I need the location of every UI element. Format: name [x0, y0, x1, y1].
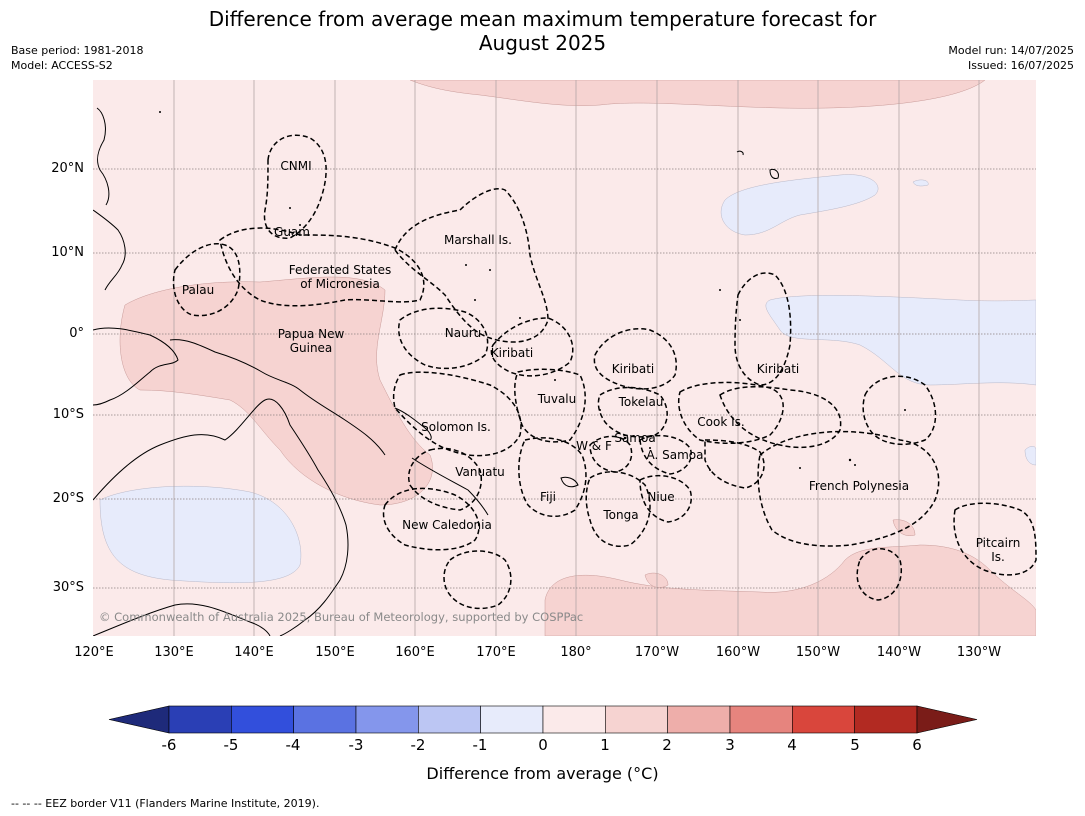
colorbar-tick: 1	[600, 736, 610, 754]
colorbar-arrow-high	[916, 705, 978, 734]
colorbar-tick: -6	[161, 736, 177, 754]
colorbar-tick: 0	[538, 736, 548, 754]
colorbar-title: Difference from average (°C)	[426, 764, 659, 783]
colorbar-segment	[168, 705, 232, 734]
colorbar-segment	[293, 705, 357, 734]
lon-label-150e: 150°E	[315, 645, 355, 660]
lon-label-150w: 150°W	[795, 645, 841, 660]
colorbar-tick: -2	[410, 736, 426, 754]
region-label-american-samoa: A. Samoa	[646, 448, 704, 462]
colorbar-tick: -5	[223, 736, 239, 754]
colorbar-segment	[418, 705, 481, 734]
region-label-tuvalu: Tuvalu	[537, 392, 577, 406]
colorbar-tick: -3	[348, 736, 364, 754]
region-label-nauru: Nauru	[444, 326, 482, 340]
colorbar-segment	[854, 705, 918, 734]
colorbar-segment	[480, 705, 544, 734]
region-label-vanuatu: Vanuatu	[455, 465, 505, 479]
colorbar	[108, 705, 978, 734]
colorbar-tick: -4	[285, 736, 301, 754]
lon-label-140w: 140°W	[876, 645, 922, 660]
region-label-guam: Guam	[274, 225, 310, 239]
lon-label-160w: 160°W	[715, 645, 761, 660]
colorbar-tick: 5	[850, 736, 860, 754]
eez-footnote: -- -- -- EEZ border V11 (Flanders Marine…	[11, 797, 320, 810]
colorbar-tick: 4	[787, 736, 797, 754]
colorbar-arrow-low	[108, 705, 170, 734]
region-label-palau: Palau	[181, 283, 215, 297]
lon-label-160e: 160°E	[395, 645, 435, 660]
lat-label-10n: 10°N	[51, 245, 84, 260]
region-label-french-polynesia: French Polynesia	[808, 479, 910, 493]
colorbar-tick: -1	[472, 736, 488, 754]
region-label-samoa: Samoa	[614, 431, 656, 445]
region-label-kiribati-west: Kiribati	[490, 346, 534, 360]
island-dots	[159, 111, 906, 471]
lat-label-0: 0°	[69, 326, 84, 341]
region-label-wallis-futuna: W & F	[576, 439, 612, 453]
region-label-kiribati-east: Kiribati	[756, 362, 800, 376]
lat-label-10s: 10°S	[52, 407, 84, 422]
chart-title: Difference from average mean maximum tem…	[0, 7, 1085, 55]
region-label-cnmi: CNMI	[280, 159, 312, 173]
region-label-fsm: Federated States of Micronesia	[288, 263, 392, 291]
colorbar-segment	[231, 705, 294, 734]
region-label-kiribati-central: Kiribati	[611, 362, 655, 376]
lat-label-20s: 20°S	[52, 491, 84, 506]
region-label-pitcairn: Pitcairn Is.	[975, 536, 1021, 564]
region-label-new-caledonia: New Caledonia	[402, 518, 492, 532]
model-run: Model run: 14/07/2025	[948, 44, 1074, 57]
copyright-notice: © Commonwealth of Australia 2025, Bureau…	[99, 610, 584, 624]
lon-label-130w: 130°W	[956, 645, 1002, 660]
base-period: Base period: 1981-2018	[11, 44, 144, 57]
lon-label-180: 180°	[560, 645, 592, 660]
lon-label-120e: 120°E	[74, 645, 114, 660]
region-label-png: Papua New Guinea	[277, 327, 345, 355]
coastlines	[93, 107, 779, 636]
lat-label-20n: 20°N	[51, 161, 84, 176]
title-line-1: Difference from average mean maximum tem…	[208, 7, 877, 31]
colorbar-tick: 6	[912, 736, 922, 754]
colorbar-segment	[792, 705, 855, 734]
colorbar-segment	[542, 705, 606, 734]
anomaly-minus1-to-0-areas	[99, 174, 1036, 584]
lat-label-30s: 30°S	[52, 580, 84, 595]
model-name: Model: ACCESS-S2	[11, 59, 113, 72]
lon-label-140e: 140°E	[234, 645, 274, 660]
title-line-2: August 2025	[478, 31, 607, 55]
region-label-niue: Niue	[647, 490, 675, 504]
issued-date: Issued: 16/07/2025	[967, 59, 1074, 72]
region-label-tonga: Tonga	[603, 508, 639, 522]
colorbar-segment	[605, 705, 668, 734]
eez-borders	[172, 134, 1037, 610]
meta-left: Base period: 1981-2018 Model: ACCESS-S2	[11, 43, 143, 73]
colorbar-tick: 3	[725, 736, 735, 754]
lon-label-170w: 170°W	[634, 645, 680, 660]
region-label-tokelau: Tokelau	[618, 395, 664, 409]
colorbar-segment	[729, 705, 793, 734]
meta-right: Model run: 14/07/2025 Issued: 16/07/2025	[948, 43, 1074, 73]
region-label-marshall: Marshall Is.	[444, 233, 512, 247]
region-label-cook: Cook Is.	[697, 415, 745, 429]
region-label-solomon: Solomon Is.	[421, 420, 491, 434]
colorbar-tick: 2	[662, 736, 672, 754]
colorbar-segment	[355, 705, 419, 734]
region-label-fiji: Fiji	[539, 490, 557, 504]
colorbar-segment	[667, 705, 731, 734]
lon-label-170e: 170°E	[476, 645, 516, 660]
lon-label-130e: 130°E	[154, 645, 194, 660]
